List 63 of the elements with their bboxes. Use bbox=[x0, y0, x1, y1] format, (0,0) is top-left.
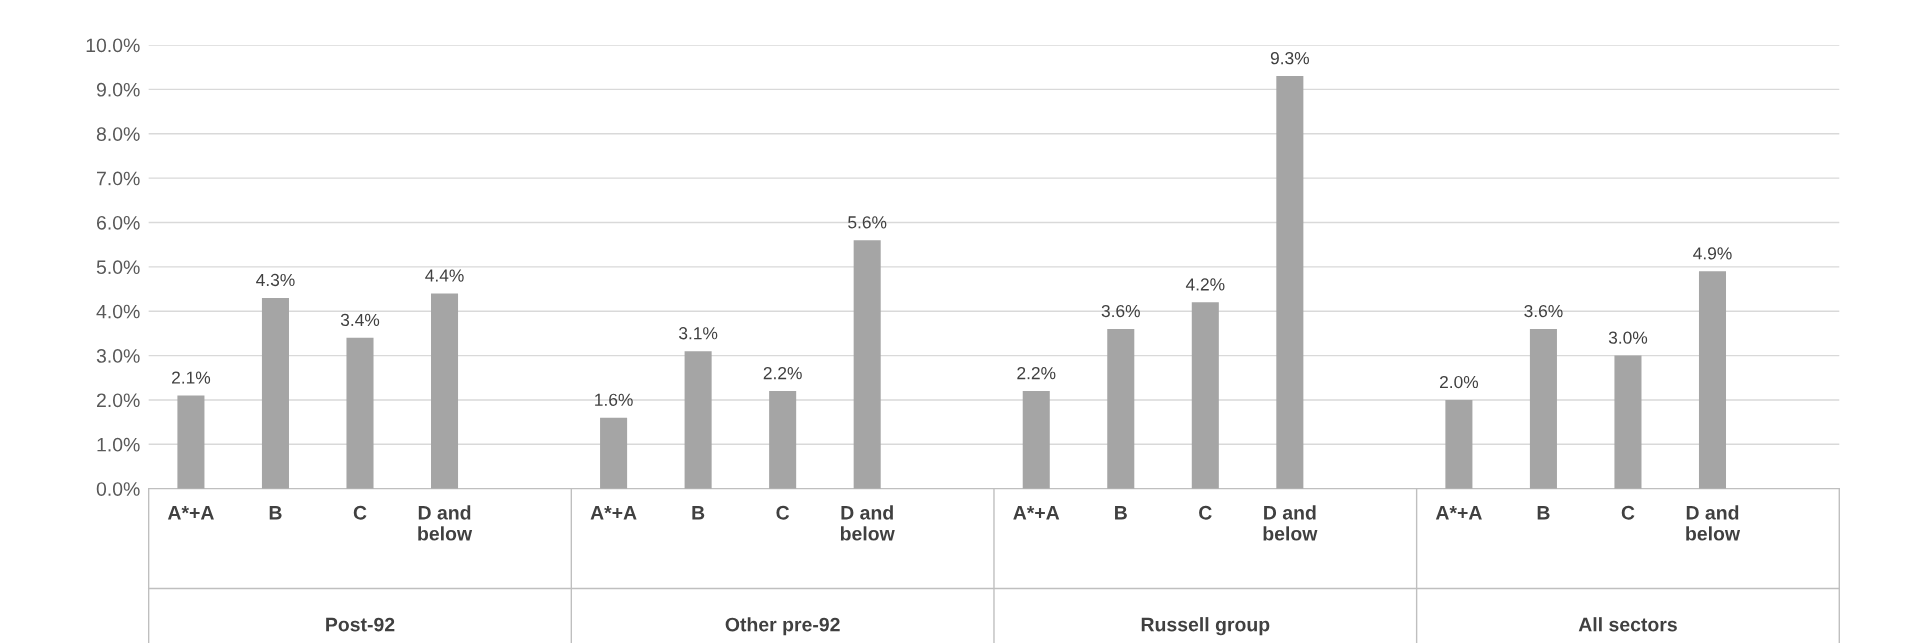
data-label: 3.6% bbox=[1101, 304, 1140, 318]
x-tick-label: A*+A bbox=[1013, 506, 1060, 520]
y-tick-label: 10.0% bbox=[86, 38, 140, 53]
x-tick-label: B bbox=[1115, 506, 1127, 520]
x-tick-label: C bbox=[776, 505, 790, 520]
x-tick-label: B bbox=[269, 506, 282, 520]
x-tick-label: A*+A bbox=[590, 506, 637, 520]
data-label: 4.9% bbox=[1693, 247, 1732, 260]
bar bbox=[1107, 328, 1135, 489]
bar bbox=[600, 417, 628, 489]
x-tick-label: B bbox=[692, 506, 705, 520]
data-label: 2.0% bbox=[1439, 375, 1479, 389]
x-tick-label: C bbox=[353, 505, 367, 520]
y-tick-label: 2.0% bbox=[96, 393, 140, 408]
text: Russell group bbox=[1141, 617, 1270, 636]
bar bbox=[1529, 328, 1557, 489]
y-tick-label: 7.0% bbox=[97, 171, 140, 186]
x-tick-label: D and below bbox=[1263, 505, 1318, 541]
x-tick-label: D and below bbox=[418, 505, 473, 541]
y-tick-label: 1.0% bbox=[97, 437, 140, 452]
x-tick-label: B bbox=[1537, 506, 1550, 520]
bar bbox=[684, 351, 712, 489]
y-tick-label: 5.0% bbox=[96, 260, 140, 275]
bar bbox=[346, 337, 374, 489]
text: Post-92 bbox=[326, 617, 395, 632]
y-tick-label: 9.0% bbox=[96, 82, 140, 97]
y-tick-label: 4.0% bbox=[96, 304, 140, 319]
x-tick-label: D and below bbox=[1686, 505, 1741, 541]
data-label: 9.3% bbox=[1270, 52, 1310, 65]
y-tick-label: 3.0% bbox=[96, 349, 140, 363]
data-label: 3.6% bbox=[1524, 304, 1563, 318]
bar bbox=[1022, 391, 1050, 489]
x-tick-label: C bbox=[1199, 505, 1212, 520]
bar bbox=[1698, 271, 1727, 489]
bar bbox=[431, 293, 459, 489]
text: All sectors bbox=[1578, 617, 1677, 632]
bar bbox=[769, 391, 797, 489]
data-label: 2.2% bbox=[763, 367, 802, 380]
bar bbox=[177, 395, 205, 489]
x-tick-label: A*+A bbox=[167, 506, 214, 520]
data-label: 4.3% bbox=[256, 273, 295, 287]
bar bbox=[1276, 76, 1304, 489]
data-label: 4.2% bbox=[1185, 278, 1225, 291]
bar bbox=[1614, 355, 1642, 489]
bar bbox=[1191, 302, 1219, 489]
data-label: 5.6% bbox=[848, 216, 887, 229]
x-tick-label: A*+A bbox=[1435, 506, 1482, 520]
data-label: 1.6% bbox=[595, 393, 633, 406]
bar bbox=[853, 240, 881, 489]
bar bbox=[1445, 399, 1473, 489]
bar bbox=[261, 297, 289, 489]
y-tick-label: 8.0% bbox=[96, 127, 140, 141]
data-label: 3.0% bbox=[1608, 331, 1648, 344]
y-tick-label: 0.0% bbox=[96, 482, 140, 496]
x-tick-label: D and below bbox=[840, 505, 895, 541]
data-label: 2.2% bbox=[1017, 367, 1056, 380]
data-label: 3.4% bbox=[340, 313, 380, 327]
data-label: 2.1% bbox=[172, 371, 211, 384]
data-label: 4.4% bbox=[425, 269, 464, 282]
data-label: 3.1% bbox=[679, 327, 718, 340]
text: Other pre-92 bbox=[725, 617, 840, 636]
x-tick-label: C bbox=[1621, 505, 1635, 520]
y-tick-label: 6.0% bbox=[97, 215, 140, 230]
